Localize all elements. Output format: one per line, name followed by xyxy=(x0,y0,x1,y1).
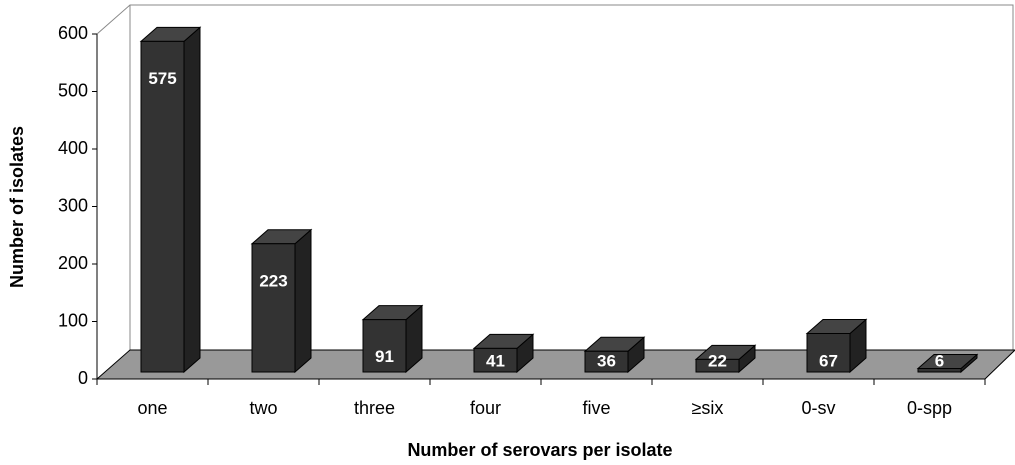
bar xyxy=(361,304,424,374)
y-tick-label: 100 xyxy=(58,310,88,330)
value-label: 575 xyxy=(148,69,176,88)
back-wall xyxy=(96,4,1014,350)
bar xyxy=(139,26,202,374)
value-label: 223 xyxy=(259,271,287,290)
value-label: 67 xyxy=(819,351,838,370)
value-label: 6 xyxy=(935,351,944,370)
x-tick-label: five xyxy=(582,398,610,418)
x-tick-label: three xyxy=(354,398,395,418)
bar xyxy=(694,344,757,374)
bar-front xyxy=(251,243,296,373)
bar-front xyxy=(140,40,185,373)
value-label: 22 xyxy=(708,351,727,370)
y-tick-label: 400 xyxy=(58,138,88,158)
y-tick-label: 300 xyxy=(58,195,88,215)
y-axis-title: Number of isolates xyxy=(7,126,27,288)
y-tick-label: 500 xyxy=(58,80,88,100)
bar-front xyxy=(695,358,740,373)
x-axis-title: Number of serovars per isolate xyxy=(407,440,672,460)
x-tick-label: two xyxy=(249,398,277,418)
bar xyxy=(472,333,535,374)
floor xyxy=(95,349,1015,380)
bar-front xyxy=(917,368,962,373)
value-label: 91 xyxy=(375,347,394,366)
value-label: 41 xyxy=(486,351,505,370)
bar-front xyxy=(473,347,518,373)
y-tick-label: 600 xyxy=(58,23,88,43)
x-tick-label: ≥six xyxy=(692,398,724,418)
x-tick-label: four xyxy=(470,398,501,418)
y-tick-label: 200 xyxy=(58,253,88,273)
bar xyxy=(805,318,868,374)
bar xyxy=(583,336,646,374)
x-tick-label: one xyxy=(137,398,167,418)
x-tick-label: 0-spp xyxy=(907,398,952,418)
bar xyxy=(250,228,313,374)
bar-side xyxy=(183,26,201,374)
bar-front xyxy=(806,332,851,373)
bar-front xyxy=(362,319,407,373)
y-tick-label: 0 xyxy=(78,368,88,388)
bar-side xyxy=(294,228,312,374)
value-label: 36 xyxy=(597,351,616,370)
bar-front xyxy=(584,350,629,373)
bar xyxy=(916,353,979,374)
x-tick-label: 0-sv xyxy=(801,398,835,418)
